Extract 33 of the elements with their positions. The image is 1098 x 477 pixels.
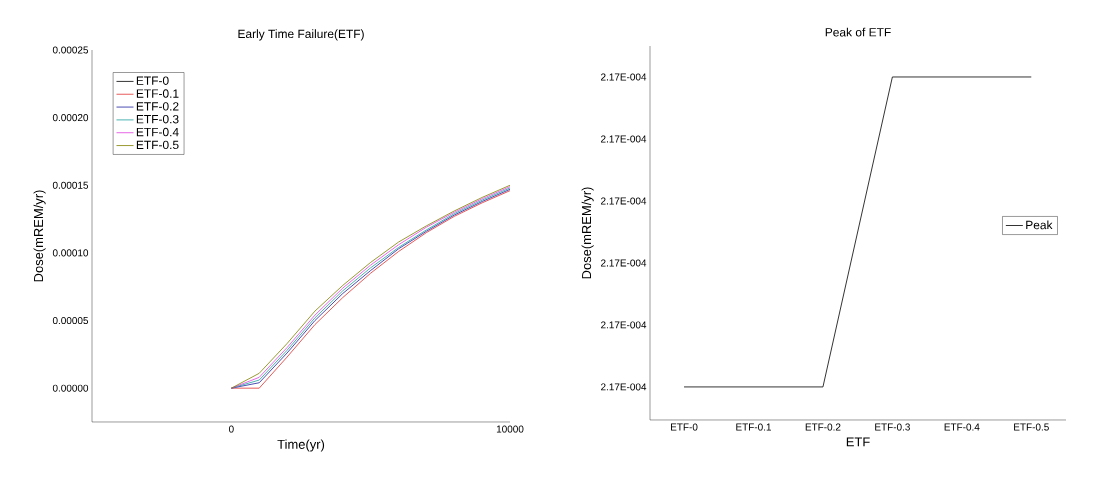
legend-label: ETF-0.5 bbox=[136, 140, 179, 150]
x-tick-label: ETF-0.2 bbox=[805, 423, 841, 431]
y-tick-label: 2.17E-004 bbox=[601, 383, 647, 391]
x-tick-label: ETF-0.1 bbox=[736, 423, 772, 431]
y-tick-label: 2.17E-004 bbox=[601, 321, 647, 329]
y-tick-label: 2.17E-004 bbox=[601, 197, 647, 205]
legend-label: ETF-0.2 bbox=[136, 102, 179, 111]
x-tick-label: ETF-0.5 bbox=[1014, 423, 1049, 431]
y-tick-label: 2.17E-004 bbox=[601, 73, 647, 81]
x-tick-label: ETF-0.4 bbox=[944, 423, 980, 431]
legend-label: Peak bbox=[1026, 220, 1053, 230]
x-tick-label: ETF-0 bbox=[671, 423, 698, 431]
y-tick-label: 0.00020 bbox=[52, 114, 89, 122]
y-tick-label: 2.17E-004 bbox=[601, 135, 647, 143]
chart-title: Early Time Failure(ETF) bbox=[238, 29, 364, 41]
x-tick-label: 10000 bbox=[496, 425, 524, 433]
x-axis-title: ETF bbox=[846, 437, 870, 447]
x-tick-label: 0 bbox=[228, 425, 234, 433]
legend-label: ETF-0 bbox=[136, 76, 169, 85]
y-tick-label: 2.17E-004 bbox=[601, 259, 647, 267]
y-tick-label: 0.00025 bbox=[52, 46, 89, 54]
chart-title: Peak of ETF bbox=[825, 27, 891, 37]
x-tick-label: ETF-0.3 bbox=[875, 423, 910, 431]
legend-label: ETF-0.3 bbox=[136, 114, 179, 124]
y-tick-label: 0.00000 bbox=[52, 384, 89, 392]
legend-label: ETF-0.4 bbox=[136, 127, 179, 137]
y-tick-label: 0.00005 bbox=[52, 317, 89, 325]
y-tick-label: 0.00015 bbox=[52, 181, 89, 189]
y-axis-title: Dose(mREM/yr) bbox=[33, 190, 46, 282]
y-axis-title: Dose(mREM/yr) bbox=[581, 187, 594, 279]
y-tick-label: 0.00010 bbox=[52, 249, 89, 257]
legend-label: ETF-0.1 bbox=[136, 89, 179, 98]
x-axis-title: Time(yr) bbox=[277, 439, 325, 452]
